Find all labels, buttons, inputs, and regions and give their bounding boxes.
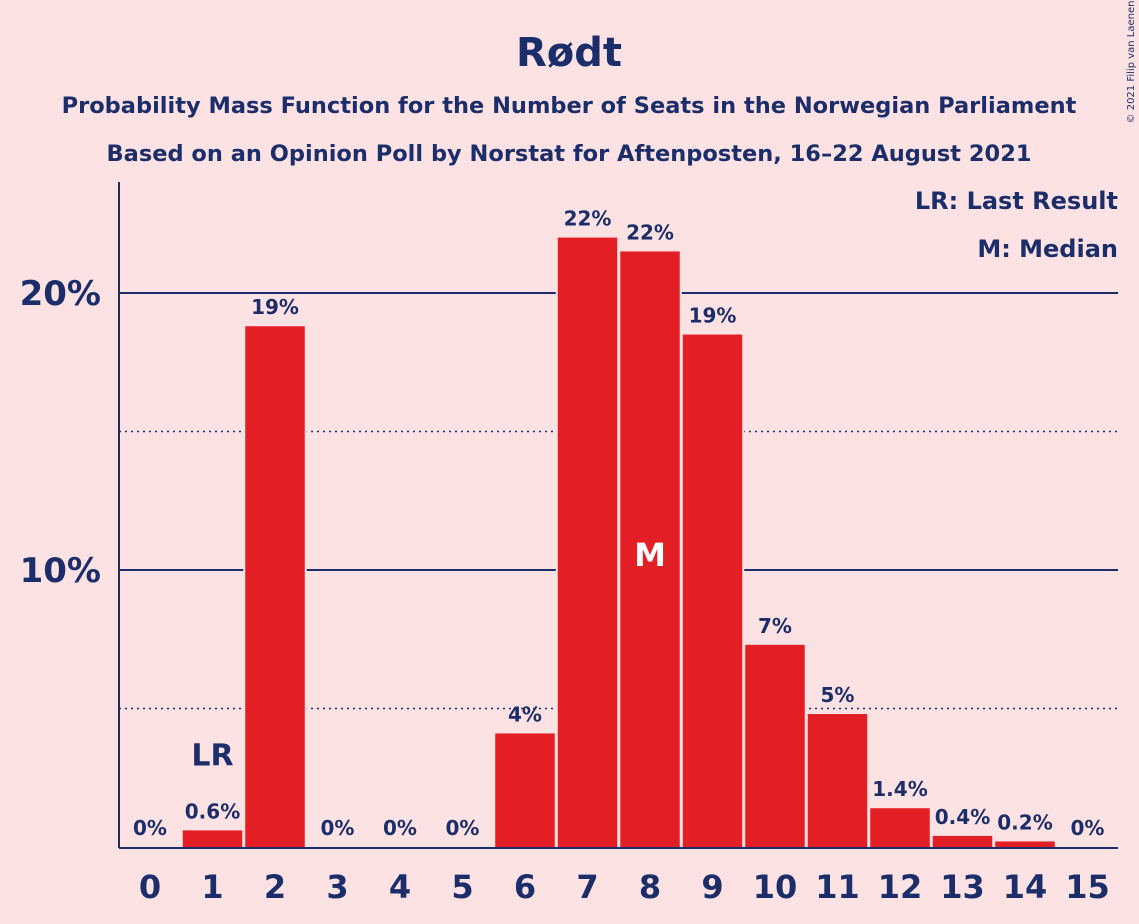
x-tick-label: 13 [940, 868, 985, 906]
copyright-notice: © 2021 Filip van Laenen [1126, 1, 1137, 124]
x-tick-label: 8 [639, 868, 661, 906]
chart-subtitle: Probability Mass Function for the Number… [62, 93, 1077, 119]
value-label: 0% [1071, 816, 1105, 840]
y-tick-label: 20% [20, 274, 101, 314]
value-label: 7% [758, 614, 792, 638]
x-tick-label: 11 [815, 868, 860, 906]
x-tick-label: 7 [576, 868, 598, 906]
value-labels: 0% 0.6% 19% 0% 0% 0% 4% 22% 22% 19% 7% 5% 1.4% 0.4% 0.… [133, 207, 1104, 840]
bar [245, 326, 305, 847]
value-label: 0% [383, 816, 417, 840]
legend-last-result: LR: Last Result [915, 187, 1118, 215]
value-label: 0.4% [935, 805, 990, 829]
x-tick-label: 14 [1003, 868, 1048, 906]
x-tick-label: 2 [264, 868, 286, 906]
x-tick-label: 10 [753, 868, 798, 906]
x-tick-label: 0 [139, 868, 161, 906]
chart-title: Rødt [516, 30, 622, 76]
value-label: 22% [626, 220, 674, 244]
value-label: 0% [321, 816, 355, 840]
y-tick-labels: 10% 20% [20, 274, 101, 591]
value-label: 0% [133, 816, 167, 840]
legend-median: M: Median [977, 235, 1118, 263]
x-tick-label: 3 [326, 868, 348, 906]
x-tick-label: 15 [1065, 868, 1110, 906]
value-label: 0.6% [185, 799, 240, 823]
x-tick-labels: 0 1 2 3 4 5 6 7 8 9 10 11 12 13 14 15 [139, 868, 1110, 906]
value-label: 4% [508, 702, 542, 726]
bar [557, 237, 618, 848]
value-label: 0.2% [997, 810, 1052, 834]
bar [807, 714, 868, 847]
last-result-marker: LR [191, 738, 233, 773]
bar [682, 334, 743, 847]
value-label: 19% [689, 304, 737, 328]
value-label: 5% [821, 683, 855, 707]
value-label: 22% [564, 207, 612, 231]
x-tick-label: 4 [389, 868, 411, 906]
value-label: 1.4% [872, 777, 927, 801]
bar [495, 733, 555, 847]
x-tick-label: 1 [201, 868, 223, 906]
bar [995, 841, 1055, 847]
bar [870, 808, 930, 847]
bar [745, 644, 805, 847]
bar [932, 835, 993, 847]
chart-subtitle-poll: Based on an Opinion Poll by Norstat for … [106, 141, 1031, 167]
bar [620, 251, 680, 847]
bar [182, 830, 243, 847]
y-tick-label: 10% [20, 551, 101, 591]
median-marker: M [634, 536, 666, 574]
value-label: 0% [446, 816, 480, 840]
x-tick-label: 6 [514, 868, 536, 906]
x-tick-label: 5 [451, 868, 473, 906]
x-tick-label: 12 [878, 868, 923, 906]
x-tick-label: 9 [701, 868, 723, 906]
value-label: 19% [251, 295, 299, 319]
bars [180, 235, 1057, 848]
